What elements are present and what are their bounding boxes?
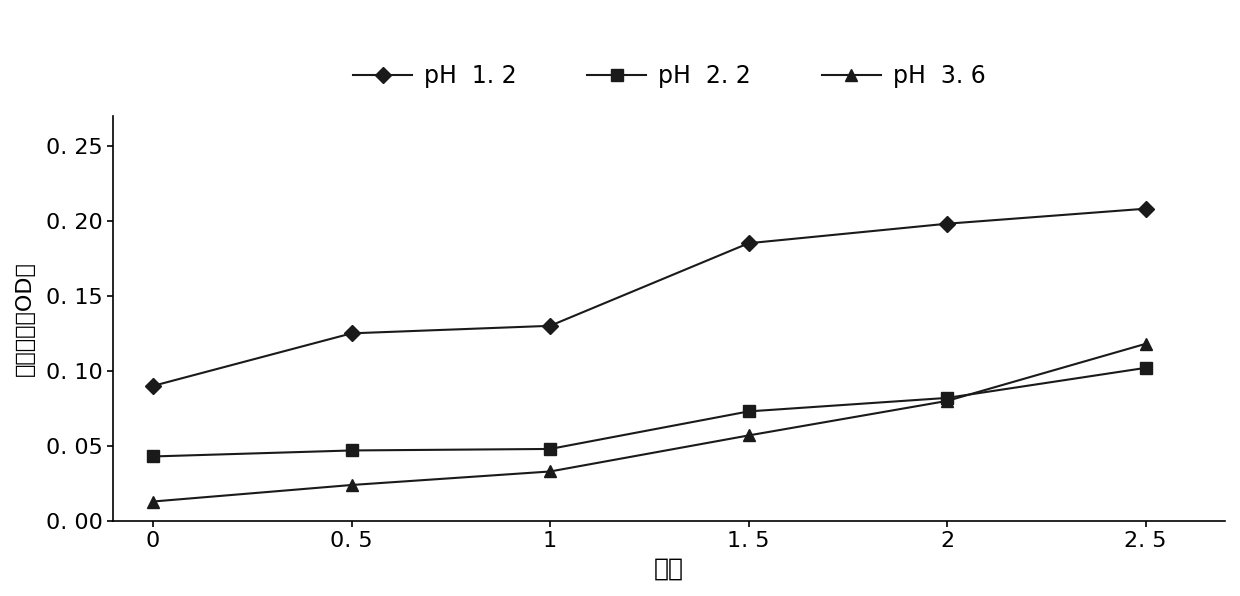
pH  3. 6 <box>940 398 955 405</box>
pH  1. 2 <box>543 322 558 330</box>
pH  2. 2 <box>145 453 160 460</box>
pH  3. 6 <box>345 482 360 489</box>
pH  1. 2 <box>345 330 360 337</box>
pH  2. 2 <box>1138 364 1153 371</box>
pH  3. 6 <box>145 498 160 505</box>
pH  2. 2 <box>940 395 955 402</box>
pH  2. 2 <box>543 445 558 452</box>
pH  1. 2 <box>940 220 955 227</box>
pH  1. 2 <box>145 382 160 389</box>
X-axis label: 时间: 时间 <box>655 557 684 581</box>
pH  1. 2 <box>1138 205 1153 212</box>
Legend: pH  1. 2, pH  2. 2, pH  3. 6: pH 1. 2, pH 2. 2, pH 3. 6 <box>343 54 994 97</box>
Line: pH  3. 6: pH 3. 6 <box>148 339 1151 507</box>
pH  1. 2 <box>742 240 756 247</box>
pH  3. 6 <box>543 468 558 475</box>
Y-axis label: 累积释放量OD値: 累积释放量OD値 <box>15 261 35 375</box>
pH  2. 2 <box>345 447 360 454</box>
pH  2. 2 <box>742 408 756 415</box>
Line: pH  1. 2: pH 1. 2 <box>148 203 1151 392</box>
pH  3. 6 <box>1138 340 1153 347</box>
Line: pH  2. 2: pH 2. 2 <box>148 362 1151 462</box>
pH  3. 6 <box>742 432 756 439</box>
